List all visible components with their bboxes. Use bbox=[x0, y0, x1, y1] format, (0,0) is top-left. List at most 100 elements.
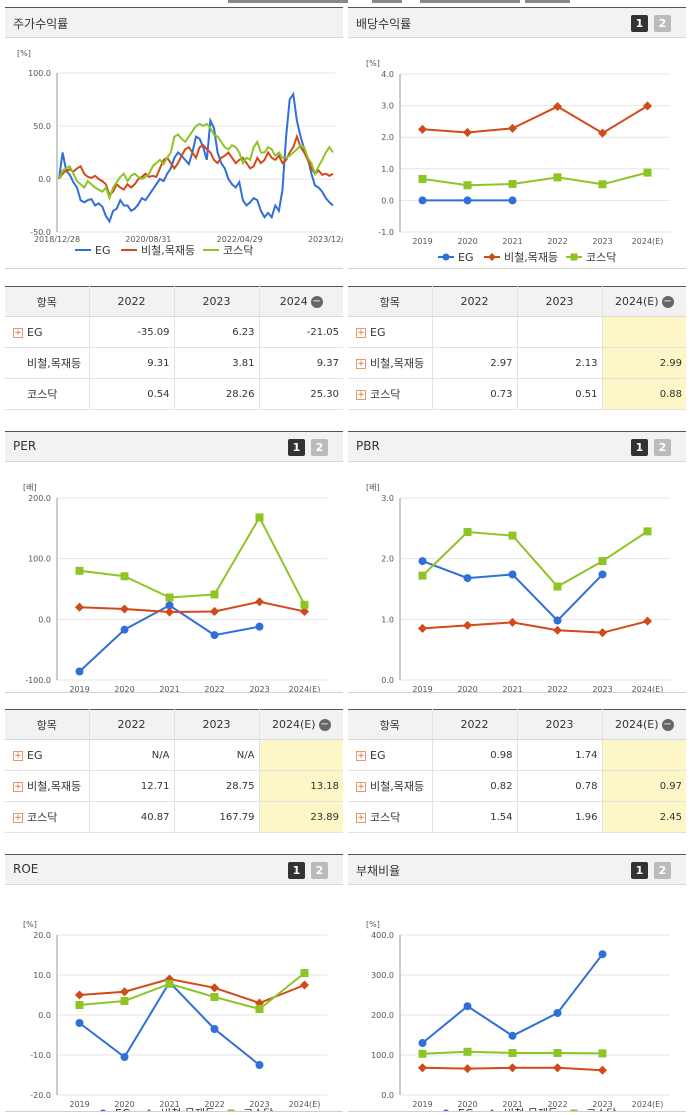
row-label-cell[interactable]: + 비철,목재등 bbox=[348, 770, 432, 802]
stock-return-panel: 주가수익률 [%] 100.0 50.0 0.0 -50.0 2018/12/28 2020… bbox=[5, 7, 354, 269]
row-label-cell[interactable]: 코스닥 bbox=[5, 378, 89, 410]
page-2-button[interactable]: 2 bbox=[311, 439, 328, 456]
marker-steel bbox=[597, 128, 608, 138]
expand-icon[interactable]: + bbox=[13, 813, 23, 823]
marker-eg bbox=[463, 1002, 472, 1011]
panel-title: PER bbox=[13, 439, 37, 453]
y-tick-label: 200.0 bbox=[28, 494, 51, 503]
marker-kosdaq bbox=[418, 571, 427, 580]
table-header-row: 항목 2022 2023 2024(E) − bbox=[348, 286, 686, 317]
page-1-button[interactable]: 1 bbox=[631, 862, 648, 879]
expand-icon[interactable]: + bbox=[13, 782, 23, 792]
table-cell: 23.89 bbox=[258, 801, 343, 833]
marker-kosdaq bbox=[598, 1049, 607, 1058]
collapse-icon[interactable]: − bbox=[318, 719, 331, 731]
x-tick-label: 2024(E) bbox=[632, 237, 664, 246]
x-tick-label: 2023 bbox=[592, 685, 612, 692]
table-cell: 6.23 bbox=[173, 316, 259, 348]
expand-icon[interactable]: + bbox=[356, 327, 366, 338]
marker-kosdaq bbox=[553, 1049, 562, 1057]
row-label-cell[interactable]: + EG bbox=[348, 739, 432, 771]
marker-kosdaq bbox=[508, 1049, 517, 1057]
column-header-label: 2024(E) bbox=[614, 718, 659, 731]
expand-icon[interactable]: + bbox=[13, 327, 23, 338]
page-1-button[interactable]: 1 bbox=[288, 439, 305, 456]
table-cell: 2.45 bbox=[601, 801, 686, 833]
y-tick-label: 1.0 bbox=[381, 615, 394, 624]
marker-kosdaq bbox=[508, 179, 517, 188]
column-header: 2024(E) − bbox=[601, 709, 686, 740]
marker-steel bbox=[507, 617, 518, 627]
column-header: 2022 bbox=[431, 286, 517, 317]
stock-return-table: 항목 2022 2023 2024− + EG -35.09 6.23 -21.05 비철,목재등… bbox=[5, 286, 343, 410]
marker-steel bbox=[462, 1064, 473, 1074]
y-tick-label: 3.0 bbox=[381, 494, 394, 503]
expand-icon[interactable]: + bbox=[356, 359, 366, 369]
collapse-icon[interactable]: − bbox=[661, 719, 674, 731]
legend-label-kosdaq: 코스닥 bbox=[243, 1107, 273, 1111]
expand-icon[interactable]: + bbox=[356, 782, 366, 792]
expand-icon[interactable]: + bbox=[356, 390, 366, 400]
marker-steel bbox=[642, 616, 653, 626]
marker-eg bbox=[210, 1025, 219, 1033]
marker-steel bbox=[552, 102, 563, 112]
column-header: 2022 bbox=[88, 709, 174, 740]
column-header: 2023 bbox=[173, 709, 259, 740]
row-label: 코스닥 bbox=[370, 811, 401, 824]
column-header: 2024− bbox=[258, 286, 343, 317]
legend-label-eg: EG bbox=[458, 1107, 473, 1111]
marker-eg bbox=[418, 196, 427, 205]
row-label: 비철,목재등 bbox=[27, 357, 82, 370]
series-line-kosdaq bbox=[421, 530, 649, 588]
row-label-cell[interactable]: + 코스닥 bbox=[5, 801, 89, 833]
row-label-cell[interactable]: + 코스닥 bbox=[348, 378, 432, 410]
row-label-cell[interactable]: + 비철,목재등 bbox=[5, 770, 89, 802]
row-label-cell[interactable]: + 코스닥 bbox=[348, 801, 432, 833]
page-1-button[interactable]: 1 bbox=[631, 15, 648, 32]
page-2-button[interactable]: 2 bbox=[654, 862, 671, 879]
marker-steel bbox=[488, 1109, 496, 1115]
marker-kosdaq bbox=[643, 168, 652, 177]
marker-eg bbox=[442, 1109, 450, 1115]
row-label-cell[interactable]: + EG bbox=[5, 739, 89, 771]
column-header: 2023 bbox=[516, 286, 602, 317]
y-tick-label: 100.0 bbox=[28, 69, 51, 78]
panel-title: 주가수익률 bbox=[13, 17, 69, 31]
marker-eg bbox=[75, 667, 84, 676]
y-tick-label: 300.0 bbox=[371, 971, 394, 980]
marker-steel bbox=[507, 1063, 518, 1073]
column-header-label: 항목 bbox=[36, 718, 57, 732]
table-cell: 167.79 bbox=[173, 801, 259, 833]
top-tab-strip bbox=[228, 0, 348, 3]
legend-label-steel: 비철,목재등 bbox=[161, 1107, 215, 1111]
table-row: + EG 0.98 1.74 bbox=[348, 739, 686, 771]
collapse-icon[interactable]: − bbox=[310, 296, 323, 308]
column-header-label: 2022 bbox=[460, 718, 489, 731]
expand-icon[interactable]: + bbox=[13, 750, 23, 761]
marker-steel bbox=[417, 623, 428, 633]
table-row: + 코스닥 0.73 0.51 0.88 bbox=[348, 378, 686, 410]
marker-kosdaq bbox=[643, 527, 652, 536]
page-2-button[interactable]: 2 bbox=[654, 15, 671, 32]
unit-label: [%] bbox=[17, 49, 31, 58]
x-tick-label: 2022 bbox=[547, 685, 567, 692]
x-tick-label: 2020 bbox=[457, 237, 477, 246]
y-tick-label: 2.0 bbox=[381, 133, 394, 142]
page-1-button[interactable]: 1 bbox=[288, 862, 305, 879]
page-2-button[interactable]: 2 bbox=[654, 439, 671, 456]
marker-eg bbox=[508, 1031, 517, 1040]
row-label-cell[interactable]: 비철,목재등 bbox=[5, 347, 89, 379]
x-tick-label: 2022 bbox=[204, 1100, 224, 1109]
table-cell: 1.54 bbox=[431, 801, 517, 833]
expand-icon[interactable]: + bbox=[356, 813, 366, 823]
column-header: 2023 bbox=[173, 286, 259, 317]
table-cell: 9.31 bbox=[88, 347, 174, 379]
row-label-cell[interactable]: + EG bbox=[348, 316, 432, 348]
page-1-button[interactable]: 1 bbox=[631, 439, 648, 456]
row-label-cell[interactable]: + 비철,목재등 bbox=[348, 347, 432, 379]
page-2-button[interactable]: 2 bbox=[311, 862, 328, 879]
expand-icon[interactable]: + bbox=[356, 750, 366, 761]
row-label-cell[interactable]: + EG bbox=[5, 316, 89, 348]
collapse-icon[interactable]: − bbox=[661, 296, 674, 308]
